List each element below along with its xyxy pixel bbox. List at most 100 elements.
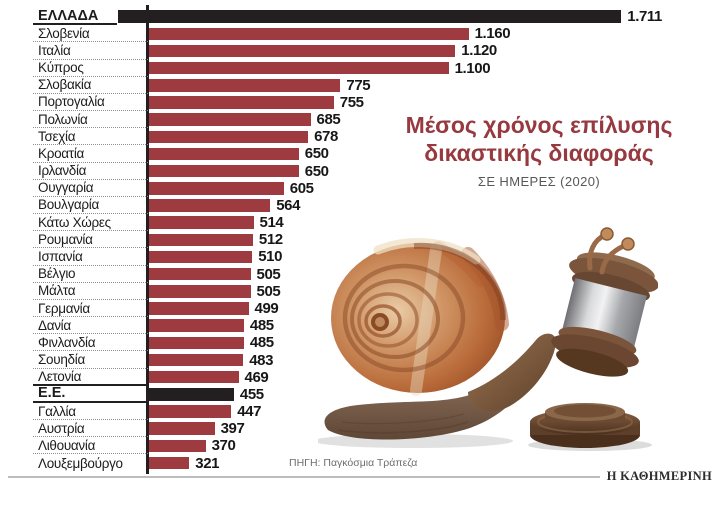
chart-row: Τσεχία 678 bbox=[0, 128, 662, 146]
value-label: 370 bbox=[211, 437, 236, 455]
bar-cell: 505 bbox=[148, 283, 662, 300]
chart-row: Σουηδία 483 bbox=[0, 351, 662, 369]
country-label: Λιθουανία bbox=[33, 437, 148, 455]
chart-row: Βέλγιο 505 bbox=[0, 266, 662, 283]
value-label: 447 bbox=[237, 403, 262, 421]
bar-cell: 505 bbox=[148, 266, 662, 283]
bar-cell: 397 bbox=[148, 420, 662, 437]
footer-rule bbox=[8, 475, 600, 478]
value-label: 505 bbox=[256, 265, 281, 283]
value-label: 605 bbox=[289, 179, 314, 197]
chart-row: Ισπανία 510 bbox=[0, 248, 662, 266]
value-label: 455 bbox=[239, 385, 264, 403]
country-label: Πολωνία bbox=[33, 111, 148, 129]
country-label: Βουλγαρία bbox=[33, 197, 148, 215]
bar-cell: 1.711 bbox=[117, 8, 662, 25]
value-label: 321 bbox=[195, 454, 220, 472]
value-label: 775 bbox=[346, 76, 371, 94]
chart-row: Ιταλία 1.120 bbox=[0, 42, 662, 60]
bar-cell: 1.120 bbox=[148, 42, 662, 59]
country-label: Ουγγαρία bbox=[33, 180, 148, 197]
value-label: 685 bbox=[316, 111, 341, 129]
value-bar bbox=[149, 388, 234, 401]
value-label: 1.100 bbox=[454, 59, 491, 77]
value-bar bbox=[149, 439, 206, 453]
bar-cell: 512 bbox=[148, 231, 662, 248]
chart-row: Μάλτα 505 bbox=[0, 283, 662, 300]
bar-cell: 564 bbox=[148, 197, 662, 214]
value-bar bbox=[149, 233, 253, 247]
chart-row: Κροατία 650 bbox=[0, 145, 662, 163]
value-bar bbox=[149, 353, 244, 367]
bar-cell: 775 bbox=[148, 77, 662, 94]
chart-row: Πολωνία 685 bbox=[0, 111, 662, 129]
bar-cell: 650 bbox=[148, 145, 662, 162]
chart-axis-line bbox=[146, 5, 149, 474]
country-label: Ε.Ε. bbox=[33, 385, 148, 403]
value-bar bbox=[149, 27, 469, 40]
country-label: Τσεχία bbox=[33, 128, 148, 146]
country-label: ΕΛΛΑΔΑ bbox=[33, 8, 118, 26]
bar-cell: 370 bbox=[148, 437, 662, 454]
chart-row: Ε.Ε. 455 bbox=[0, 385, 662, 403]
chart-title-block: Μέσος χρόνος επίλυσης δικαστικής διαφορά… bbox=[388, 112, 690, 189]
value-bar bbox=[149, 182, 284, 195]
chart-row: Πορτογαλία 755 bbox=[0, 94, 662, 112]
value-bar bbox=[149, 113, 311, 126]
value-label: 397 bbox=[220, 420, 245, 438]
chart-row: Κύπρος 1.100 bbox=[0, 60, 662, 77]
value-bar bbox=[149, 250, 253, 264]
chart-row: Λουξεμβούργο 321 bbox=[0, 454, 662, 472]
country-label: Ρουμανία bbox=[33, 231, 148, 249]
bar-cell: 499 bbox=[148, 300, 662, 317]
snail-gavel-illustration bbox=[318, 227, 658, 451]
bar-cell: 1.100 bbox=[148, 60, 662, 77]
bar-cell: 469 bbox=[148, 369, 662, 386]
country-label: Λουξεμβούργο bbox=[38, 455, 123, 471]
country-label: Πορτογαλία bbox=[33, 94, 148, 112]
value-bar bbox=[149, 456, 190, 470]
value-label: 514 bbox=[259, 214, 284, 232]
value-label: 1.120 bbox=[461, 42, 497, 60]
bar-cell: 514 bbox=[148, 214, 662, 231]
chart-row: Ουγγαρία 605 bbox=[0, 180, 662, 197]
chart-subtitle: ΣΕ ΗΜΕΡΕΣ (2020) bbox=[477, 174, 601, 190]
value-bar bbox=[118, 10, 622, 23]
chart-title: Μέσος χρόνος επίλυσης δικαστικής διαφορά… bbox=[405, 112, 673, 166]
bar-cell: 485 bbox=[148, 334, 662, 351]
country-label: Κάτω Χώρες bbox=[33, 214, 148, 232]
value-bar bbox=[149, 96, 334, 109]
value-label: 755 bbox=[339, 93, 364, 111]
bar-cell: 685 bbox=[148, 111, 662, 128]
chart-row: Σλοβακία 775 bbox=[0, 77, 662, 94]
value-bar bbox=[149, 302, 249, 315]
country-label: Κύπρος bbox=[33, 60, 148, 77]
country-label: Φινλανδία bbox=[33, 334, 148, 352]
bar-cell: 605 bbox=[148, 180, 662, 197]
country-label: Ιρλανδία bbox=[33, 163, 148, 180]
bar-cell: 755 bbox=[148, 94, 662, 111]
value-bar bbox=[149, 405, 232, 418]
value-label: 650 bbox=[304, 145, 329, 163]
country-label: Ιταλία bbox=[33, 42, 148, 60]
value-label: 483 bbox=[249, 351, 274, 369]
newspaper-logo: Η ΚΑΘΗΜΕΡΙΝΗ bbox=[606, 469, 712, 483]
country-label: Σουηδία bbox=[33, 351, 148, 369]
value-label: 469 bbox=[244, 368, 269, 386]
bar-cell: 483 bbox=[148, 351, 662, 369]
value-bar bbox=[149, 147, 299, 161]
bar-cell: 321 bbox=[148, 454, 662, 472]
bar-cell: 678 bbox=[148, 128, 662, 145]
country-label: Σλοβακία bbox=[33, 77, 148, 94]
value-label: 650 bbox=[304, 162, 329, 180]
value-label: 485 bbox=[249, 334, 274, 352]
value-bar bbox=[149, 44, 456, 58]
value-label: 512 bbox=[258, 231, 283, 249]
country-label: Γερμανία bbox=[33, 300, 148, 318]
chart-row: Αυστρία 397 bbox=[0, 420, 662, 438]
chart-row: Δανία 485 bbox=[0, 317, 662, 335]
country-label: Ισπανία bbox=[33, 248, 148, 266]
value-label: 485 bbox=[249, 317, 274, 335]
chart-row: Γερμανία 499 bbox=[0, 300, 662, 318]
